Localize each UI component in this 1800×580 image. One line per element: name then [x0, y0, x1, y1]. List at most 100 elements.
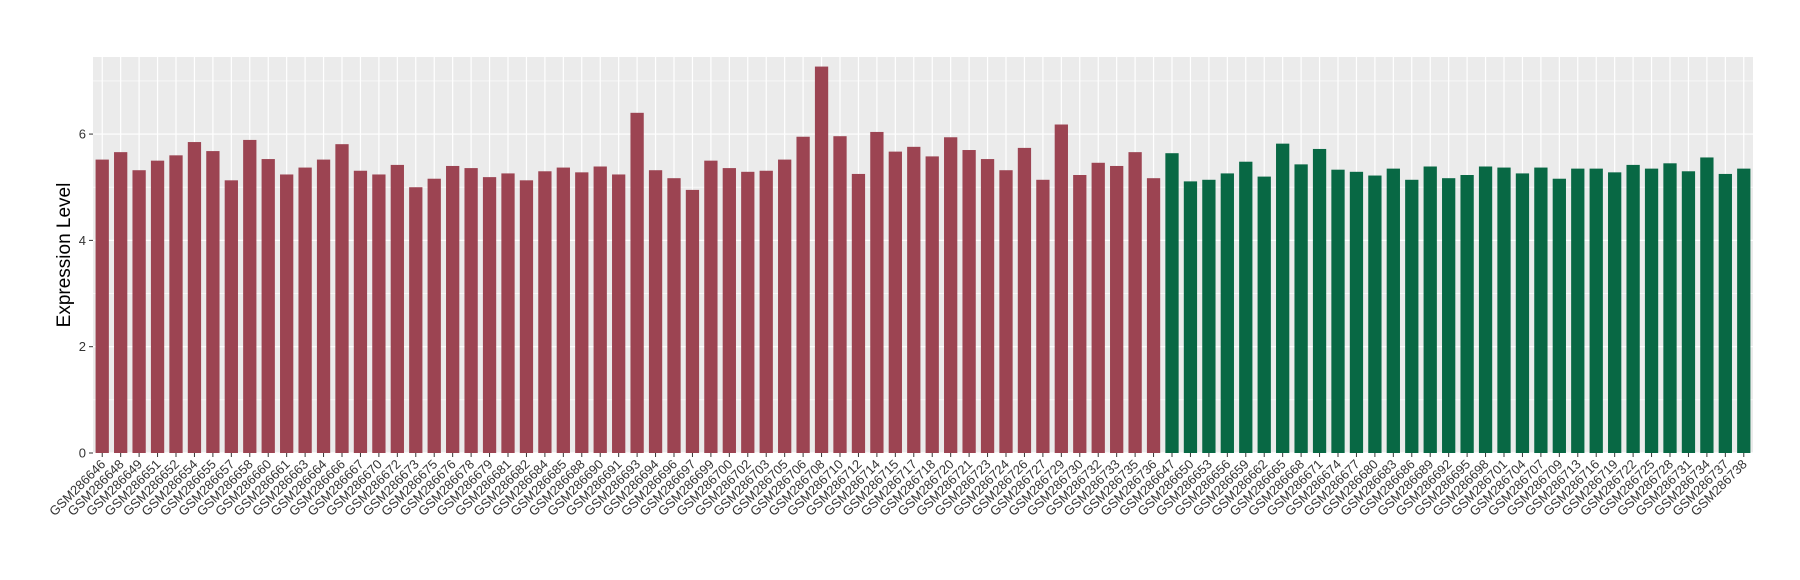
- bar: [1349, 171, 1364, 453]
- bar: [1552, 178, 1566, 453]
- bar: [1663, 163, 1677, 454]
- bar: [243, 139, 257, 453]
- bar: [1515, 173, 1530, 453]
- bar: [1202, 179, 1216, 454]
- y-tick-label: 0: [79, 446, 86, 461]
- bar: [1091, 162, 1105, 454]
- bar: [667, 178, 681, 453]
- bar: [907, 146, 921, 453]
- bar: [944, 137, 958, 453]
- bar: [704, 160, 718, 453]
- bar: [1036, 179, 1050, 454]
- bar: [1626, 164, 1640, 453]
- bar: [95, 159, 109, 453]
- bar: [372, 174, 386, 454]
- bar: [685, 189, 700, 453]
- bar: [962, 150, 976, 453]
- bar: [778, 159, 792, 453]
- bar: [1700, 157, 1714, 454]
- bar: [1423, 166, 1437, 453]
- bar: [1718, 173, 1732, 454]
- bar: [482, 177, 497, 454]
- bar: [1276, 143, 1290, 454]
- bar: [132, 170, 146, 453]
- bar: [1534, 167, 1548, 453]
- y-axis: 0 2 4 6: [79, 127, 93, 461]
- bar: [1257, 176, 1271, 453]
- bar: [390, 164, 404, 453]
- bar: [1183, 181, 1198, 453]
- bar: [851, 173, 866, 454]
- bar: [446, 165, 460, 454]
- minor-gridlines: [93, 80, 1753, 401]
- bar: [1737, 168, 1751, 454]
- bar: [556, 167, 570, 453]
- bar: [1239, 161, 1253, 453]
- bar: [187, 142, 202, 453]
- bar: [1073, 175, 1087, 453]
- bar: [538, 171, 552, 454]
- bar: [1589, 168, 1603, 454]
- bar: [612, 174, 626, 454]
- bar: [1442, 178, 1456, 453]
- bar: [1681, 171, 1696, 454]
- bar: [206, 151, 220, 453]
- y-tick-label: 2: [79, 339, 86, 354]
- bar: [150, 160, 165, 453]
- plot-panel: [93, 57, 1753, 453]
- bar: [1110, 165, 1124, 454]
- bar: [796, 136, 810, 453]
- bars: [95, 66, 1751, 454]
- bar: [169, 155, 183, 453]
- bar: [409, 187, 423, 453]
- bar: [519, 180, 534, 453]
- bar: [925, 156, 939, 453]
- bar: [1331, 169, 1345, 453]
- bar: [1460, 175, 1474, 453]
- bar: [1017, 147, 1032, 453]
- y-tick-label: 6: [79, 127, 86, 142]
- bar: [741, 171, 755, 453]
- bar: [648, 170, 663, 453]
- bar: [261, 159, 275, 453]
- bar: [1478, 166, 1493, 453]
- y-tick-label: 4: [79, 233, 86, 248]
- bar: [593, 166, 607, 453]
- bar: [353, 170, 368, 453]
- bar: [1294, 164, 1308, 453]
- bar: [1312, 148, 1327, 454]
- bar: [1128, 152, 1142, 453]
- bar: [870, 131, 884, 454]
- bar: [1608, 172, 1622, 453]
- bar: [980, 159, 995, 453]
- bar: [999, 170, 1013, 453]
- bar: [224, 180, 238, 453]
- bar: [1220, 173, 1234, 453]
- bar: [335, 144, 349, 453]
- bar: [833, 136, 847, 453]
- bar: [501, 173, 515, 453]
- bar: [814, 66, 829, 454]
- bar: [1165, 153, 1179, 453]
- bar: [630, 112, 644, 454]
- bar: [575, 172, 589, 453]
- bar: [722, 168, 736, 453]
- y-axis-title: Expression Level: [54, 183, 75, 328]
- bar: [1644, 168, 1659, 454]
- bar: [1368, 175, 1382, 453]
- x-axis: GSM286646GSM286648GSM286649GSM286651GSM2…: [46, 453, 1750, 519]
- bar: [1405, 179, 1419, 454]
- bar: [1571, 168, 1585, 454]
- bar: [114, 152, 128, 453]
- bar: [1054, 124, 1068, 453]
- bar: [280, 174, 294, 454]
- bar: [427, 178, 441, 453]
- bar: [888, 151, 902, 454]
- bar: [1386, 168, 1400, 454]
- bar: [1146, 178, 1161, 453]
- bar: [1497, 167, 1511, 453]
- bar: [298, 167, 312, 453]
- bar: [464, 168, 478, 453]
